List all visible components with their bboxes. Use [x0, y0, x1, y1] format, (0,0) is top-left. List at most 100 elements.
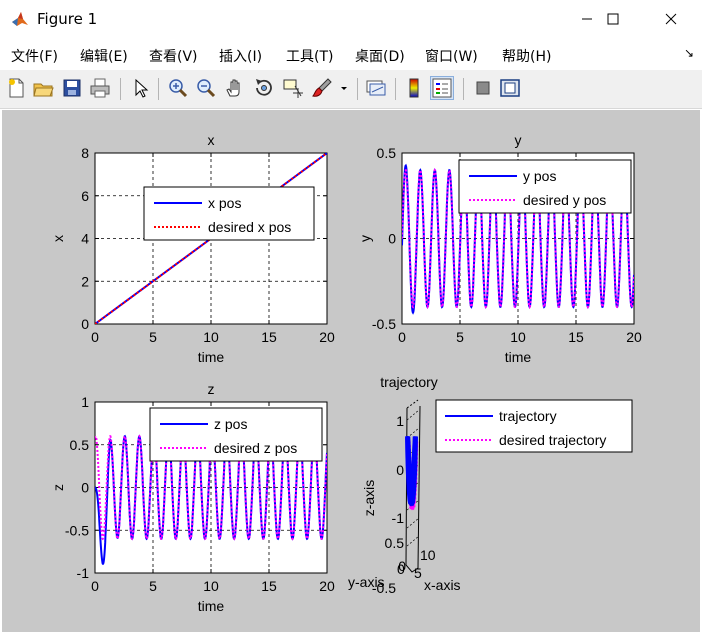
- y-tick-label-3d: 0: [398, 558, 406, 574]
- legend: z pos desired z pos: [149, 407, 323, 462]
- pan-hand-icon[interactable]: [223, 76, 247, 100]
- grid-line-3d: [406, 409, 420, 421]
- save-icon[interactable]: [60, 76, 84, 100]
- grid-line-3d: [406, 427, 420, 439]
- y-tick-label: 6: [81, 188, 89, 204]
- y-tick-label: 8: [81, 145, 89, 161]
- brush-dropdown-icon[interactable]: [338, 76, 350, 100]
- y-tick-label-3d: -0.5: [372, 580, 396, 596]
- close-icon: [665, 13, 677, 25]
- menu-bar: 文件(F) 编辑(E) 查看(V) 插入(I) 工具(T) 桌面(D) 窗口(W…: [0, 38, 702, 70]
- menu-file[interactable]: 文件(F): [11, 49, 58, 65]
- subplot-title: trajectory: [380, 374, 438, 390]
- grid-line-3d: [406, 517, 420, 529]
- subplot-title: x: [208, 132, 215, 148]
- figure-toolbar: [0, 70, 702, 109]
- open-file-icon[interactable]: [31, 76, 55, 100]
- y-axis-label-3d: y-axis: [348, 574, 385, 590]
- window-titlebar: Figure 1: [0, 0, 702, 38]
- hide-plot-tools-icon[interactable]: [471, 76, 495, 100]
- zoom-out-icon[interactable]: [194, 76, 218, 100]
- x-axis-label-3d: x-axis: [424, 577, 461, 593]
- x-tick-label: 5: [149, 329, 157, 345]
- menu-desktop[interactable]: 桌面(D): [355, 49, 405, 65]
- menu-tools[interactable]: 工具(T): [286, 49, 334, 65]
- y-tick-label: 0: [81, 316, 89, 332]
- grid-line-3d: [406, 481, 420, 493]
- y-tick-label: -0.5: [372, 316, 396, 332]
- menu-window[interactable]: 窗口(W): [425, 49, 478, 65]
- legend-box: [143, 186, 315, 241]
- y-tick-label-3d: 0.5: [385, 535, 405, 551]
- legend-icon[interactable]: [430, 76, 454, 100]
- minimize-button[interactable]: [564, 0, 610, 38]
- series-desired-z-pos: [95, 434, 327, 541]
- grid-line-3d: [406, 499, 420, 511]
- subplot-title: y: [515, 132, 522, 148]
- x-tick-label: 0: [398, 329, 406, 345]
- show-plot-tools-icon[interactable]: [498, 76, 522, 100]
- menu-insert[interactable]: 插入(I): [219, 49, 263, 65]
- subplot-z: 0 5 10 15 20 -1 -0.5 0 0.5 1 z time z z pos desired z …: [50, 381, 335, 614]
- z-tick-label: -1: [392, 510, 405, 526]
- legend: y pos desired y pos: [458, 159, 632, 214]
- y-tick-label: 0: [81, 480, 89, 496]
- link-plot-icon[interactable]: [364, 76, 388, 100]
- toolbar-separator: [158, 78, 159, 100]
- close-button[interactable]: [648, 0, 694, 38]
- y-tick-label: 1: [81, 394, 89, 410]
- new-figure-icon[interactable]: [4, 76, 28, 100]
- x-tick-label: 15: [261, 578, 277, 594]
- pointer-icon[interactable]: [128, 76, 152, 100]
- x-tick-label: 20: [626, 329, 642, 345]
- toolbar-separator: [463, 78, 464, 100]
- z-tick-label: 0: [396, 462, 404, 478]
- legend-label: y pos: [523, 168, 556, 184]
- y-tick-label: 2: [81, 273, 89, 289]
- zoom-in-icon[interactable]: [166, 76, 190, 100]
- menu-view[interactable]: 查看(V): [149, 49, 198, 65]
- x-tick-label: 20: [319, 329, 335, 345]
- toolbar-separator: [395, 78, 396, 100]
- legend-label: z pos: [214, 416, 247, 432]
- legend-label: x pos: [208, 195, 241, 211]
- data-cursor-icon[interactable]: [281, 76, 305, 100]
- z-tick-label: 1: [396, 413, 404, 429]
- legend-label: desired y pos: [523, 192, 606, 208]
- x-tick-label: 5: [149, 578, 157, 594]
- window-title: Figure 1: [37, 10, 98, 28]
- grid-line-3d: [406, 399, 419, 409]
- x-tick-label: 10: [203, 578, 219, 594]
- subplot-title: z: [208, 381, 215, 397]
- y-tick-label: 0.5: [377, 145, 397, 161]
- y-tick-label: -1: [77, 565, 90, 581]
- legend-label: trajectory: [499, 408, 557, 424]
- colorbar-icon[interactable]: [402, 76, 426, 100]
- subplot-x: 0 5 10 15 20 0 2 4 6 8 x time x x pos desired x pos: [50, 132, 335, 365]
- y-axis-label: y: [357, 235, 373, 242]
- menu-help[interactable]: 帮助(H): [502, 49, 552, 65]
- axes-box-3d: [405, 405, 421, 573]
- x-tick-label: 15: [261, 329, 277, 345]
- y-tick-label: 0.5: [70, 437, 90, 453]
- figure-canvas: 0 5 10 15 20 0 2 4 6 8 x time x x pos desired x pos 0 5 1…: [2, 110, 700, 632]
- x-tick-label-3d: 10: [420, 547, 436, 563]
- x-tick-label: 0: [91, 578, 99, 594]
- legend-label: desired z pos: [214, 440, 297, 456]
- toolbar-separator: [120, 78, 121, 100]
- legend-label: desired x pos: [208, 219, 291, 235]
- toolbar-separator: [357, 78, 358, 100]
- dock-arrow-icon[interactable]: ↘: [684, 46, 695, 60]
- print-icon[interactable]: [88, 76, 112, 100]
- menu-edit[interactable]: 编辑(E): [80, 49, 128, 65]
- x-tick-label: 0: [91, 329, 99, 345]
- legend-label: desired trajectory: [499, 432, 606, 448]
- maximize-button[interactable]: [590, 0, 636, 38]
- rotate-3d-icon[interactable]: [252, 76, 276, 100]
- brush-icon[interactable]: [310, 76, 334, 100]
- maximize-icon: [607, 13, 619, 25]
- x-tick-label: 10: [203, 329, 219, 345]
